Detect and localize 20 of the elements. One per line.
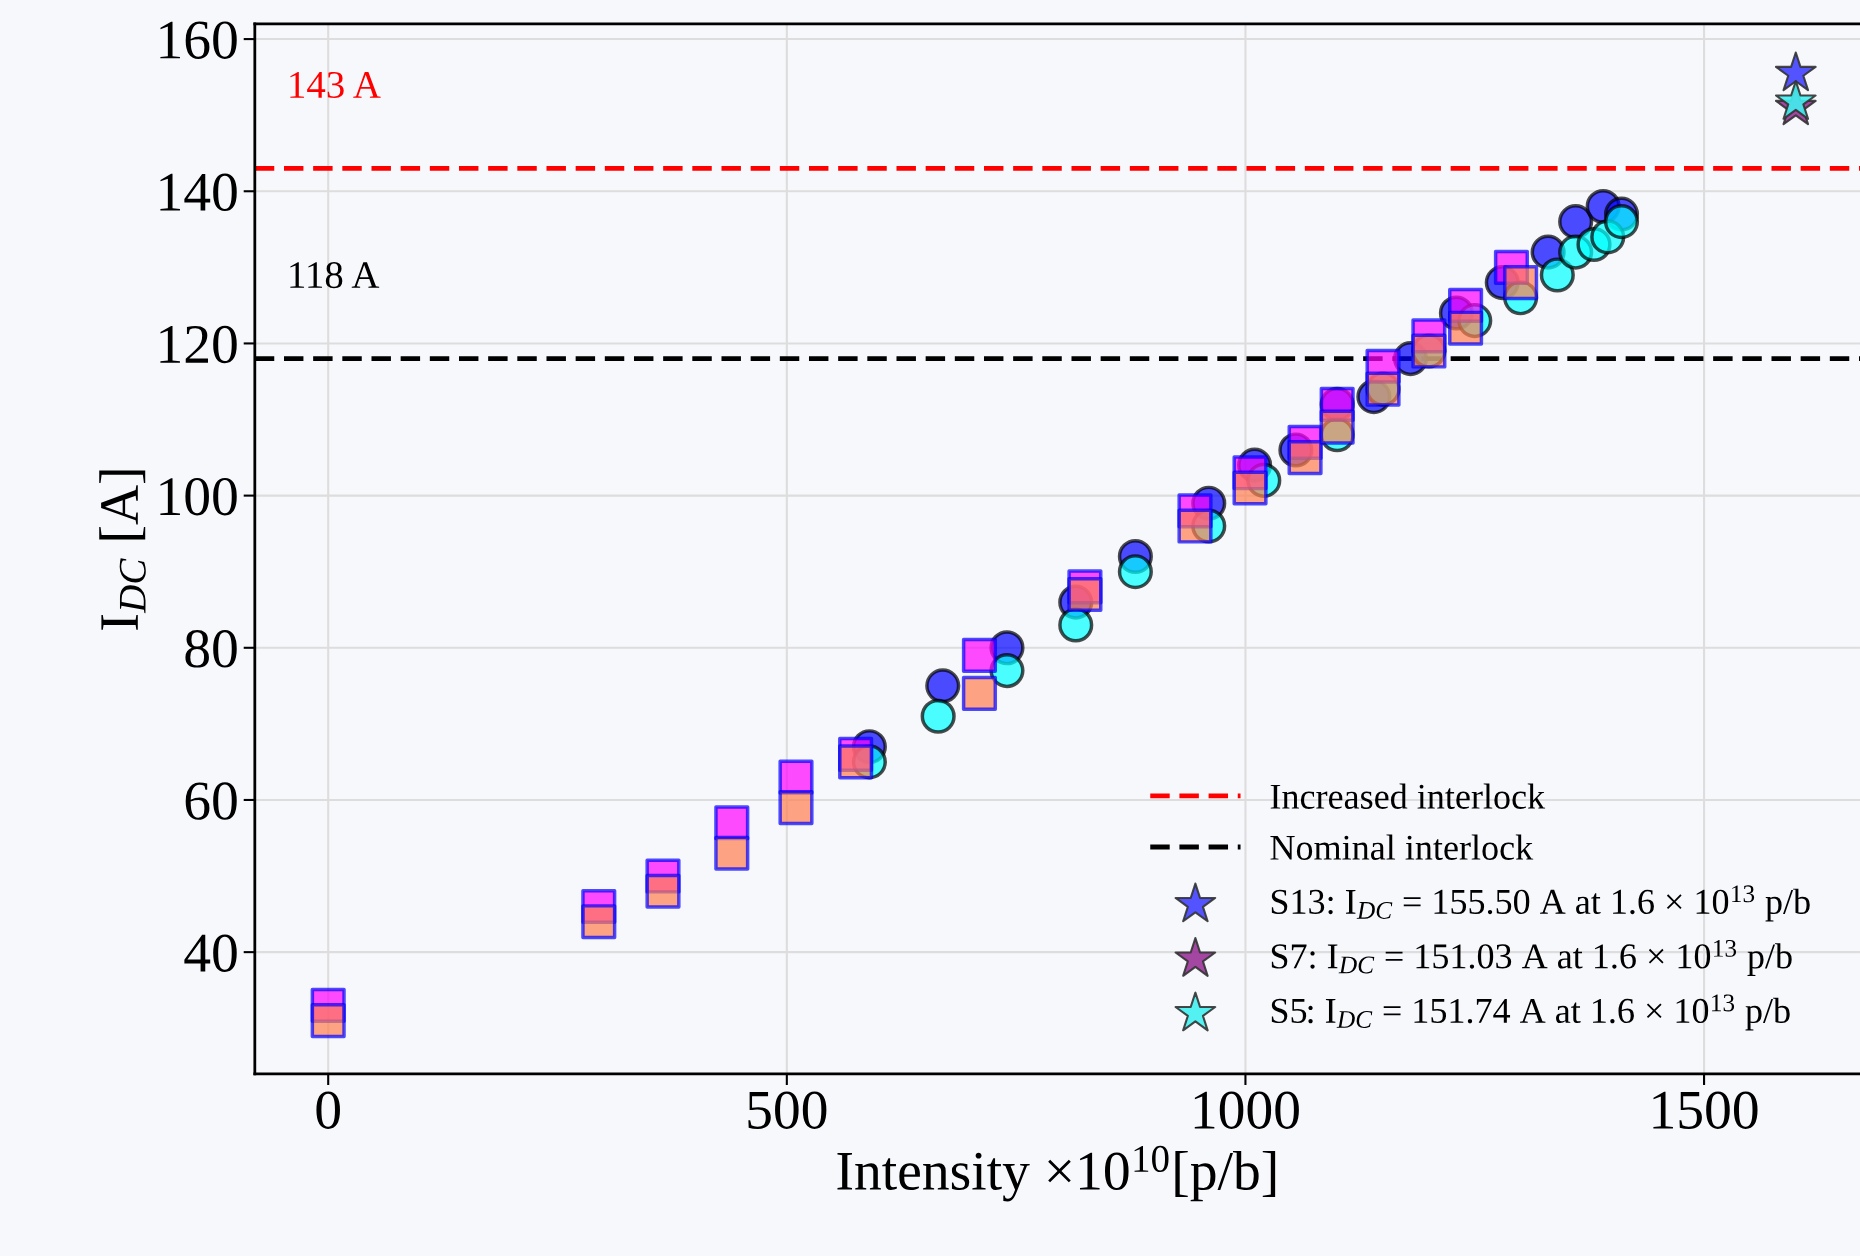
y-tick-label: 100 [160, 477, 237, 516]
legend-label: Nominal interlock [1270, 834, 1534, 860]
x-tick-label: 500 [748, 1091, 827, 1129]
y-tick-label: 160 [160, 21, 237, 59]
x-tick-label: 1500 [1653, 1091, 1758, 1129]
legend-label: S5: I$_{DC}$ = 151.74 A at 1.6 × 10$^{13}$ p/b [1271, 994, 1790, 1031]
legend-label: S13: I$_{DC}$ = 155.50 A at 1.6 × 10$^{13}$ p/b [1271, 885, 1810, 922]
y-tick-label: 140 [160, 173, 237, 212]
annotation: 118 A [290, 262, 380, 289]
y-tick-label: 40 [184, 934, 237, 972]
y-tick-label: 60 [185, 782, 237, 820]
legend-label: S7: I$_{DC}$ = 151.03 A at 1.6 × 10$^{13}$ p/b [1271, 939, 1792, 976]
x-axis-title: Intensity ×10$^{10}$[p/b] [837, 1145, 1276, 1202]
y-tick-label: 120 [160, 325, 237, 364]
y-tick-label: 80 [185, 630, 237, 668]
x-tick-label: 0 [316, 1091, 340, 1129]
annotation: 143 A [290, 71, 381, 99]
y-axis-title: I$_{DC}$ [A] [99, 470, 146, 630]
x-tick-label: 1000 [1194, 1091, 1299, 1129]
legend-label: Increased interlock [1270, 783, 1546, 809]
